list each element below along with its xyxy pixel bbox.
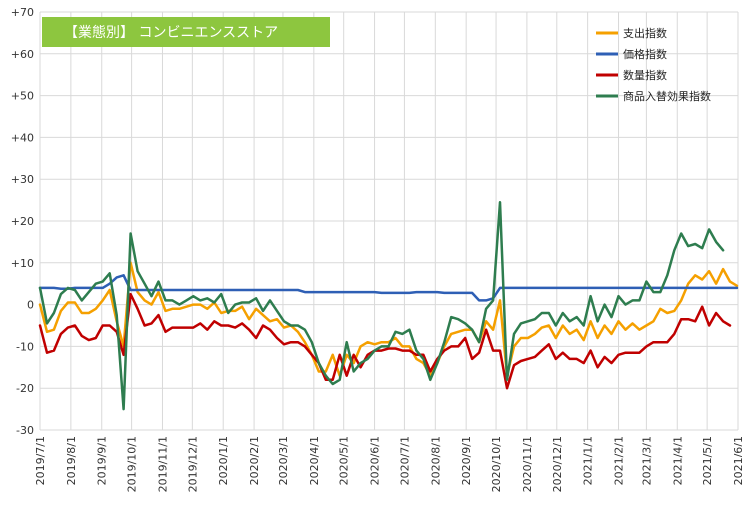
chart-title-background bbox=[42, 17, 330, 47]
x-tick-label: 2020/7/1 bbox=[398, 436, 411, 485]
x-tick-label: 2020/2/1 bbox=[248, 436, 261, 485]
x-axis-tick-labels: 2019/7/1 2019/8/1 2019/9/1 2019/10/1 2019/11… bbox=[34, 436, 742, 492]
chart-title-box: 【業態別】 コンビニエンスストア bbox=[42, 17, 330, 47]
y-tick-label: -20 bbox=[16, 382, 34, 395]
series-line-3 bbox=[38, 200, 725, 411]
x-tick-label: 2020/4/1 bbox=[308, 436, 321, 485]
x-tick-label: 2020/10/1 bbox=[490, 436, 503, 492]
x-tick-label: 2021/5/1 bbox=[701, 436, 714, 485]
x-tick-label: 2019/8/1 bbox=[65, 436, 78, 485]
x-tick-label: 2021/3/1 bbox=[640, 436, 653, 485]
x-tick-label: 2020/8/1 bbox=[429, 436, 442, 485]
legend-label: 支出指数 bbox=[623, 26, 667, 40]
x-tick-label: 2020/5/1 bbox=[338, 436, 351, 485]
y-tick-label: 0 bbox=[27, 299, 34, 312]
x-tick-label: 2020/11/1 bbox=[521, 436, 534, 492]
x-tick-label: 2021/1/1 bbox=[582, 436, 595, 485]
grid-lines bbox=[39, 11, 739, 431]
x-tick-label: 2020/1/1 bbox=[217, 436, 230, 485]
y-axis-tick-labels: +70 +60 +50 +40 +30 +20 +10 0 -10 -20 -30 bbox=[11, 6, 34, 437]
y-tick-label: +60 bbox=[11, 48, 34, 61]
x-tick-label: 2020/6/1 bbox=[369, 436, 382, 485]
y-tick-label: -10 bbox=[16, 340, 34, 353]
y-tick-label: +20 bbox=[11, 215, 34, 228]
y-tick-label: +10 bbox=[11, 257, 34, 270]
x-tick-label: 2020/3/1 bbox=[277, 436, 290, 485]
legend-label: 価格指数 bbox=[623, 47, 667, 61]
x-tick-label: 2021/6/1 bbox=[732, 436, 742, 485]
legend-label: 数量指数 bbox=[623, 68, 667, 82]
x-tick-label: 2019/7/1 bbox=[34, 436, 47, 485]
series-lines bbox=[38, 200, 739, 411]
x-tick-label: 2019/12/1 bbox=[186, 436, 199, 492]
x-tick-label: 2020/12/1 bbox=[551, 436, 564, 492]
x-tick-label: 2020/9/1 bbox=[460, 436, 473, 485]
x-tick-label: 2021/2/1 bbox=[613, 436, 626, 485]
series-line-2 bbox=[38, 292, 732, 390]
y-tick-label: -30 bbox=[16, 424, 34, 437]
x-tick-label: 2019/10/1 bbox=[126, 436, 139, 492]
x-tick-label: 2019/9/1 bbox=[96, 436, 109, 485]
y-tick-label: +50 bbox=[11, 90, 34, 103]
legend-label: 商品入替効果指数 bbox=[623, 89, 711, 103]
y-tick-label: +40 bbox=[11, 131, 34, 144]
chart-title: 【業態別】 コンビニエンスストア bbox=[64, 25, 278, 41]
x-tick-label: 2019/11/1 bbox=[156, 436, 169, 492]
series-line-1 bbox=[38, 274, 739, 302]
y-tick-label: +70 bbox=[11, 6, 34, 19]
series-line-0 bbox=[38, 261, 739, 377]
y-tick-label: +30 bbox=[11, 173, 34, 186]
x-tick-label: 2021/4/1 bbox=[671, 436, 684, 485]
